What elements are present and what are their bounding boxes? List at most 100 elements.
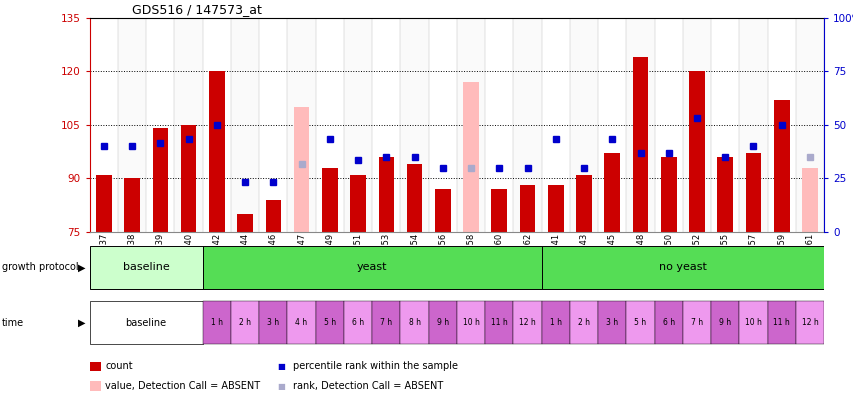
Text: 1 h: 1 h: [211, 318, 223, 327]
Text: 3 h: 3 h: [606, 318, 618, 327]
Bar: [153, 128, 168, 232]
Bar: [372, 301, 400, 344]
Bar: [767, 18, 795, 232]
Bar: [406, 164, 421, 232]
Text: 7 h: 7 h: [380, 318, 392, 327]
Bar: [576, 175, 591, 232]
Bar: [174, 18, 202, 232]
Bar: [322, 168, 337, 232]
Bar: [682, 301, 711, 344]
Bar: [372, 18, 400, 232]
Bar: [90, 18, 118, 232]
Bar: [711, 301, 739, 344]
Bar: [287, 18, 316, 232]
Bar: [462, 82, 479, 232]
Bar: [739, 18, 767, 232]
Text: 3 h: 3 h: [267, 318, 279, 327]
Text: ■: ■: [277, 362, 285, 371]
Text: count: count: [105, 361, 132, 371]
Bar: [541, 246, 823, 289]
Bar: [625, 18, 654, 232]
Bar: [316, 18, 344, 232]
Text: ■: ■: [277, 382, 285, 390]
Bar: [548, 185, 563, 232]
Bar: [767, 301, 795, 344]
Bar: [400, 301, 428, 344]
Bar: [513, 301, 541, 344]
Text: value, Detection Call = ABSENT: value, Detection Call = ABSENT: [105, 381, 260, 391]
Bar: [654, 18, 682, 232]
Bar: [485, 18, 513, 232]
Bar: [541, 18, 569, 232]
Bar: [801, 168, 817, 232]
Bar: [400, 18, 428, 232]
Text: growth protocol: growth protocol: [2, 262, 78, 272]
Bar: [688, 71, 704, 232]
Bar: [491, 189, 507, 232]
Bar: [711, 18, 739, 232]
Bar: [682, 18, 711, 232]
Bar: [202, 301, 230, 344]
Text: baseline: baseline: [125, 318, 166, 328]
Bar: [202, 18, 230, 232]
Text: 2 h: 2 h: [577, 318, 589, 327]
Bar: [597, 18, 625, 232]
Bar: [519, 185, 535, 232]
Bar: [513, 18, 541, 232]
Bar: [90, 301, 202, 344]
Text: 7 h: 7 h: [690, 318, 702, 327]
Bar: [181, 125, 196, 232]
Text: 5 h: 5 h: [323, 318, 335, 327]
Bar: [258, 18, 287, 232]
Text: ▶: ▶: [78, 318, 85, 328]
Bar: [485, 301, 513, 344]
Bar: [258, 301, 287, 344]
Bar: [209, 71, 224, 232]
Text: 8 h: 8 h: [408, 318, 420, 327]
Bar: [293, 107, 309, 232]
Bar: [118, 18, 146, 232]
Bar: [90, 246, 202, 289]
Text: rank, Detection Call = ABSENT: rank, Detection Call = ABSENT: [293, 381, 443, 391]
Text: 9 h: 9 h: [436, 318, 449, 327]
Bar: [717, 157, 732, 232]
Text: baseline: baseline: [123, 262, 170, 272]
Bar: [569, 18, 597, 232]
Bar: [316, 301, 344, 344]
Bar: [125, 178, 140, 232]
Bar: [604, 153, 619, 232]
Bar: [344, 301, 372, 344]
Text: 10 h: 10 h: [462, 318, 479, 327]
Bar: [569, 301, 597, 344]
Bar: [654, 301, 682, 344]
Text: GDS516 / 147573_at: GDS516 / 147573_at: [132, 3, 262, 16]
Bar: [96, 175, 112, 232]
Bar: [287, 301, 316, 344]
Bar: [541, 301, 569, 344]
Bar: [237, 214, 252, 232]
Text: 6 h: 6 h: [351, 318, 363, 327]
Bar: [378, 157, 393, 232]
Text: 9 h: 9 h: [718, 318, 730, 327]
Bar: [795, 18, 823, 232]
Text: yeast: yeast: [357, 262, 387, 272]
Text: ▶: ▶: [78, 262, 85, 272]
Text: 12 h: 12 h: [801, 318, 817, 327]
Bar: [230, 301, 258, 344]
Bar: [632, 57, 647, 232]
Text: 12 h: 12 h: [519, 318, 535, 327]
Bar: [456, 301, 485, 344]
Bar: [202, 246, 541, 289]
Text: no yeast: no yeast: [659, 262, 706, 272]
Bar: [456, 18, 485, 232]
Text: 4 h: 4 h: [295, 318, 307, 327]
Bar: [230, 18, 258, 232]
Text: 11 h: 11 h: [773, 318, 789, 327]
Bar: [597, 301, 625, 344]
Text: 2 h: 2 h: [239, 318, 251, 327]
Bar: [146, 18, 174, 232]
Text: 1 h: 1 h: [549, 318, 561, 327]
Text: 10 h: 10 h: [744, 318, 761, 327]
Bar: [344, 18, 372, 232]
Bar: [350, 175, 365, 232]
